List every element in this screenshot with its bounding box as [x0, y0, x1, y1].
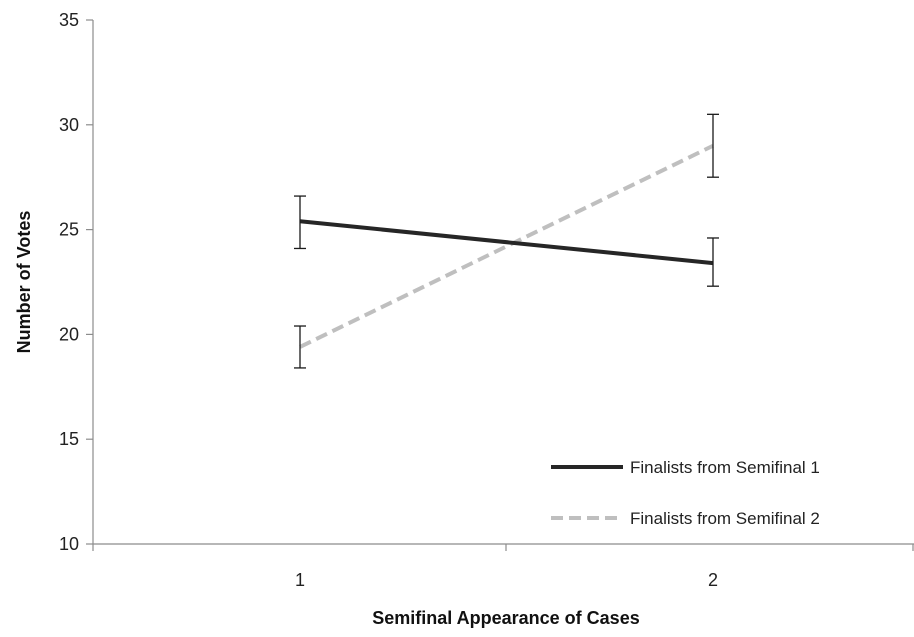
series-line-semifinal-1	[299, 219, 714, 266]
series-line-semifinal-2	[299, 143, 714, 349]
x-tick-label: 1	[295, 570, 305, 590]
legend-label-semifinal-2: Finalists from Semifinal 2	[630, 509, 820, 528]
legend-item-semifinal-1: Finalists from Semifinal 1	[551, 458, 820, 477]
y-tick-label: 25	[59, 220, 79, 240]
y-tick-label: 10	[59, 534, 79, 554]
y-ticks: 10 15 20 25 30 35	[59, 10, 93, 554]
y-axis: 10 15 20 25 30 35	[59, 10, 94, 554]
y-tick-label: 35	[59, 10, 79, 30]
y-tick-label: 30	[59, 115, 79, 135]
x-tick-label: 2	[708, 570, 718, 590]
series-layer	[299, 143, 714, 349]
y-tick-label: 20	[59, 324, 79, 344]
legend-item-semifinal-2: Finalists from Semifinal 2	[551, 509, 820, 528]
x-axis-title: Semifinal Appearance of Cases	[372, 608, 639, 628]
y-tick-label: 15	[59, 429, 79, 449]
y-axis-title: Number of Votes	[14, 211, 34, 354]
error-bars	[294, 113, 719, 369]
legend: Finalists from Semifinal 1 Finalists fro…	[551, 458, 820, 528]
legend-label-semifinal-1: Finalists from Semifinal 1	[630, 458, 820, 477]
